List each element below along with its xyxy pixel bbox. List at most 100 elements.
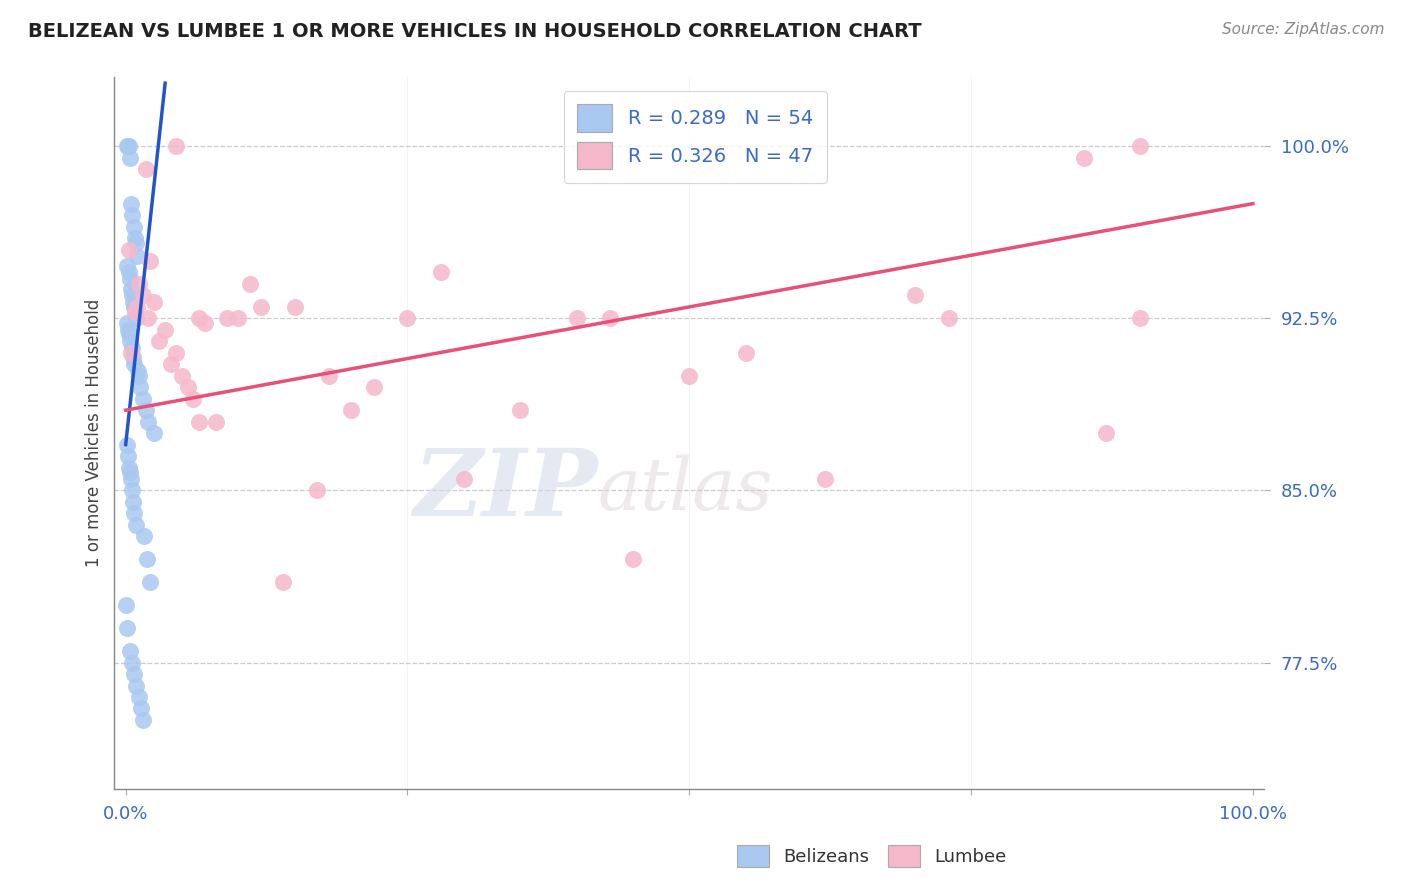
Point: [120, 472, 142, 486]
Point: [621, 552, 644, 566]
Point: [170, 368, 193, 383]
Text: BELIZEAN VS LUMBEE 1 OR MORE VEHICLES IN HOUSEHOLD CORRELATION CHART: BELIZEAN VS LUMBEE 1 OR MORE VEHICLES IN…: [28, 22, 922, 41]
Point: [307, 483, 329, 498]
Point: [115, 599, 138, 613]
Text: atlas: atlas: [598, 455, 773, 525]
Point: [128, 690, 150, 704]
Point: [120, 151, 142, 165]
Point: [340, 403, 363, 417]
Point: [117, 323, 139, 337]
Point: [118, 327, 141, 342]
Point: [124, 507, 146, 521]
Point: [121, 656, 143, 670]
Point: [124, 304, 146, 318]
Legend: Belizeans, Lumbee: Belizeans, Lumbee: [730, 838, 1014, 874]
Point: [181, 392, 204, 406]
Point: [363, 380, 385, 394]
Point: [115, 139, 138, 153]
Point: [396, 311, 419, 326]
Point: [125, 311, 148, 326]
Point: [120, 196, 142, 211]
Point: [120, 334, 142, 349]
Point: [127, 364, 149, 378]
Point: [205, 415, 228, 429]
Point: [132, 713, 155, 727]
Point: [904, 288, 927, 302]
Point: [678, 368, 700, 383]
Point: [139, 254, 162, 268]
Point: [813, 472, 835, 486]
Point: [121, 288, 143, 302]
Point: [135, 403, 157, 417]
Point: [125, 235, 148, 250]
Point: [128, 368, 150, 383]
Point: [115, 316, 138, 330]
Point: [136, 311, 159, 326]
Point: [239, 277, 262, 291]
Point: [176, 380, 198, 394]
Point: [250, 300, 273, 314]
Point: [120, 281, 142, 295]
Point: [139, 575, 162, 590]
Point: [117, 449, 139, 463]
Point: [125, 300, 148, 314]
Point: [124, 231, 146, 245]
Point: [129, 380, 152, 394]
Point: [129, 701, 152, 715]
Point: [121, 483, 143, 498]
Point: [453, 472, 475, 486]
Point: [188, 311, 211, 326]
Point: [135, 162, 157, 177]
Point: [148, 334, 170, 349]
Point: [132, 529, 155, 543]
Point: [509, 403, 531, 417]
Point: [131, 392, 153, 406]
Point: [273, 575, 295, 590]
Point: [217, 311, 239, 326]
Point: [117, 259, 139, 273]
Point: [117, 139, 139, 153]
Point: [136, 415, 159, 429]
Point: [430, 265, 453, 279]
Point: [122, 219, 145, 234]
Point: [124, 304, 146, 318]
Point: [188, 415, 211, 429]
Point: [142, 426, 165, 441]
Point: [117, 621, 139, 635]
Point: [118, 272, 141, 286]
Point: [159, 357, 181, 371]
Point: [118, 243, 141, 257]
Point: [118, 460, 141, 475]
Point: [122, 300, 145, 314]
Text: Source: ZipAtlas.com: Source: ZipAtlas.com: [1222, 22, 1385, 37]
Legend: R = 0.289   N = 54, R = 0.326   N = 47: R = 0.289 N = 54, R = 0.326 N = 47: [564, 91, 827, 183]
Point: [142, 295, 165, 310]
Point: [118, 644, 141, 658]
Point: [118, 139, 141, 153]
Point: [938, 311, 960, 326]
Point: [125, 249, 148, 263]
Point: [136, 552, 159, 566]
Point: [121, 341, 143, 355]
Point: [1129, 139, 1152, 153]
Point: [599, 311, 621, 326]
Point: [118, 465, 141, 479]
Point: [1095, 426, 1118, 441]
Point: [1129, 311, 1152, 326]
Point: [284, 300, 307, 314]
Point: [128, 277, 150, 291]
Point: [117, 265, 139, 279]
Point: [125, 679, 148, 693]
Point: [121, 351, 143, 365]
Point: [1073, 151, 1095, 165]
Point: [565, 311, 588, 326]
Point: [165, 139, 187, 153]
Point: [228, 311, 250, 326]
Point: [165, 346, 187, 360]
Point: [194, 316, 217, 330]
Y-axis label: 1 or more Vehicles in Household: 1 or more Vehicles in Household: [86, 299, 103, 567]
Point: [124, 517, 146, 532]
Point: [122, 495, 145, 509]
Point: [734, 346, 756, 360]
Point: [121, 208, 143, 222]
